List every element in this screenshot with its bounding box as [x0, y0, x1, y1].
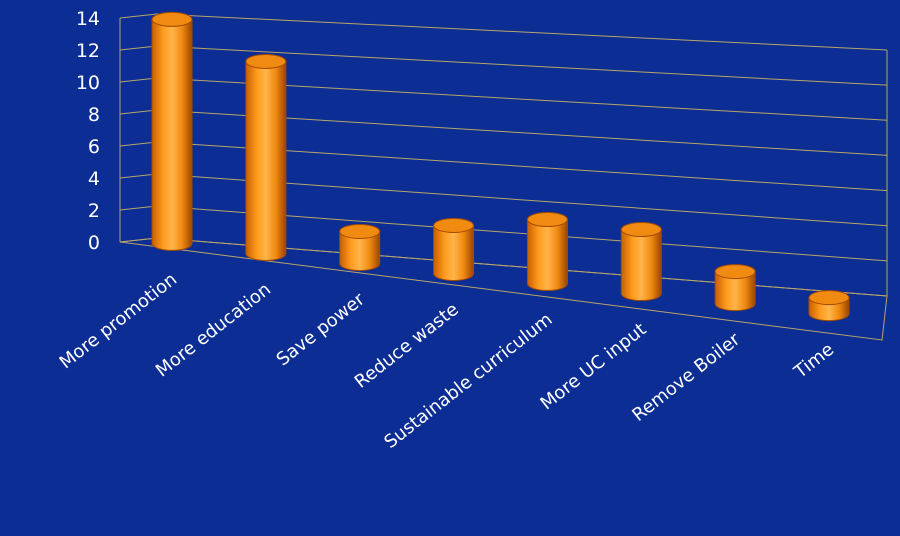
category-label: Reduce waste	[351, 299, 463, 393]
side-wall-gridline	[119, 77, 158, 83]
floor	[119, 237, 888, 341]
bar-top	[433, 218, 475, 234]
bar-top	[808, 290, 850, 306]
category-label: Time	[790, 339, 838, 383]
bar-top	[526, 212, 568, 228]
bar	[339, 223, 381, 271]
bar	[526, 212, 568, 292]
bar-body	[526, 219, 568, 292]
bar-top	[151, 11, 193, 27]
bar	[714, 264, 756, 312]
bar	[245, 53, 287, 261]
bars	[151, 11, 850, 322]
bar-top	[620, 222, 662, 238]
bar	[433, 218, 475, 281]
side-wall-gridline	[119, 45, 158, 51]
bar-top	[714, 264, 756, 280]
bar	[808, 290, 850, 322]
axes	[119, 13, 888, 341]
bar-body	[714, 271, 756, 312]
bar	[620, 222, 662, 302]
y-tick-label: 8	[88, 104, 100, 126]
y-tick-label: 2	[88, 200, 100, 222]
y-tick-label: 14	[76, 8, 100, 30]
y-tick-label: 4	[88, 168, 100, 190]
y-tick-label: 12	[76, 40, 100, 62]
bar-top	[245, 53, 287, 69]
side-wall-gridline	[119, 205, 158, 211]
bar-body	[339, 230, 381, 271]
gridline	[156, 13, 888, 51]
bar-body	[433, 225, 475, 281]
side-wall-gridline	[119, 141, 158, 147]
y-axis-ticks: 0 2 4 6 8 10 12 14	[76, 8, 100, 254]
side-wall-gridline	[119, 109, 158, 115]
side-wall-gridline	[119, 173, 158, 179]
category-label: Save power	[273, 289, 370, 371]
category-label: Remove Boiler	[628, 329, 744, 426]
y-tick-label: 0	[88, 232, 100, 254]
category-label: More UC input	[536, 319, 650, 414]
bar-body	[245, 60, 287, 261]
bar-body	[151, 18, 193, 251]
side-wall-gridline	[119, 13, 158, 19]
y-tick-label: 10	[76, 72, 100, 94]
gridline	[156, 45, 888, 86]
bar-top	[339, 223, 381, 239]
y-tick-label: 6	[88, 136, 100, 158]
bar	[151, 11, 193, 251]
category-label: More education	[152, 279, 275, 382]
category-label: Sustainable curriculum	[380, 309, 556, 453]
bar-body	[620, 229, 662, 302]
